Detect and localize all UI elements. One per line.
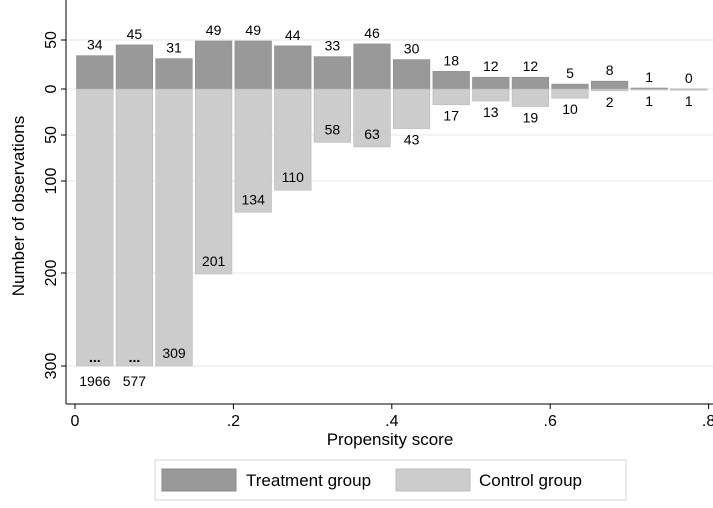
x-tick-label: 0: [71, 413, 80, 430]
treatment-bar: [511, 76, 549, 90]
treatment-bar-label: 44: [285, 27, 301, 43]
x-axis-title: Propensity score: [327, 430, 454, 449]
treatment-bar-label: 49: [206, 22, 222, 38]
treatment-bar: [353, 43, 391, 90]
x-tick-label: .8: [702, 413, 713, 430]
treatment-bar: [115, 44, 153, 90]
control-bar: [274, 88, 312, 191]
legend-swatch-treatment: [161, 468, 237, 492]
truncation-marker: ...: [89, 349, 101, 365]
treatment-bar-label: 49: [245, 22, 261, 38]
control-bar-label: 1: [685, 93, 693, 109]
control-bar-label: 1966: [79, 373, 110, 389]
control-bar-label: 2: [606, 94, 614, 110]
treatment-bar-label: 45: [127, 26, 143, 42]
treatment-bar: [392, 59, 431, 90]
y-tick-label: 50: [43, 126, 60, 144]
control-bar: [630, 88, 668, 91]
treatment-bar: [195, 40, 233, 90]
legend-swatch-control: [395, 468, 471, 492]
control-bar-label: 17: [443, 108, 459, 124]
y-tick-label: 300: [43, 353, 60, 380]
treatment-bar-label: 0: [685, 70, 693, 86]
control-bar: [551, 88, 589, 99]
y-tick-label: 0: [43, 84, 60, 93]
y-tick-label: 100: [43, 168, 60, 195]
control-bar-label: 13: [483, 104, 499, 120]
legend: Treatment group Control group: [154, 459, 627, 501]
legend-label-control: Control group: [479, 471, 582, 490]
control-bar-label: 134: [242, 191, 266, 207]
control-bar-label: 63: [364, 126, 380, 142]
treatment-bar: [155, 58, 193, 90]
control-bar: [590, 88, 629, 92]
control-bar: [234, 88, 272, 213]
treatment-bar: [590, 80, 629, 90]
treatment-bar-label: 12: [523, 58, 539, 74]
bars: [76, 40, 708, 367]
control-bar-label: 110: [282, 169, 305, 185]
treatment-bar: [472, 76, 510, 90]
treatment-bar-label: 18: [443, 52, 459, 68]
treatment-bar-label: 46: [364, 25, 380, 41]
control-bar-label: 58: [325, 121, 341, 137]
treatment-bar-label: 33: [325, 38, 341, 54]
legend-label-treatment: Treatment group: [246, 471, 371, 490]
treatment-bar-label: 12: [483, 58, 499, 74]
treatment-bar-label: 34: [87, 37, 103, 53]
bar-labels: 341966...45577...31309492014913444110335…: [79, 22, 693, 389]
control-bar: [472, 88, 510, 102]
treatment-bar: [551, 83, 589, 90]
control-bar: [353, 88, 391, 148]
treatment-bar-label: 30: [404, 41, 420, 57]
y-axis-title: Number of observations: [9, 116, 28, 296]
treatment-bar-label: 31: [166, 40, 182, 56]
treatment-bar: [313, 56, 352, 90]
control-bar: [670, 88, 708, 91]
treatment-bar: [76, 55, 114, 90]
treatment-bar-label: 5: [566, 65, 574, 81]
treatment-bar-label: 1: [645, 69, 653, 85]
treatment-bar: [234, 40, 272, 90]
treatment-bar: [274, 45, 312, 90]
truncation-marker: ...: [129, 349, 141, 365]
control-bar-label: 201: [202, 253, 226, 269]
x-tick-label: .4: [385, 413, 398, 430]
control-bar: [511, 88, 549, 107]
control-bar-label: 1: [645, 93, 653, 109]
control-bar: [76, 88, 114, 367]
control-bar-label: 577: [123, 373, 147, 389]
treatment-bar-label: 8: [606, 62, 614, 78]
x-tick-label: .2: [227, 413, 240, 430]
control-bar: [155, 88, 193, 367]
control-bar-label: 19: [523, 109, 539, 125]
control-bar: [195, 88, 233, 275]
y-tick-label: 50: [43, 31, 60, 49]
treatment-bar: [432, 71, 470, 90]
control-bar: [432, 88, 470, 105]
control-bar: [313, 88, 352, 143]
control-bar-label: 309: [162, 345, 186, 361]
control-bar: [115, 88, 153, 367]
y-tick-label: 200: [43, 260, 60, 287]
x-tick-label: .6: [544, 413, 557, 430]
control-bar-label: 10: [562, 101, 578, 117]
control-bar-label: 43: [404, 132, 420, 148]
control-bar: [392, 88, 431, 129]
